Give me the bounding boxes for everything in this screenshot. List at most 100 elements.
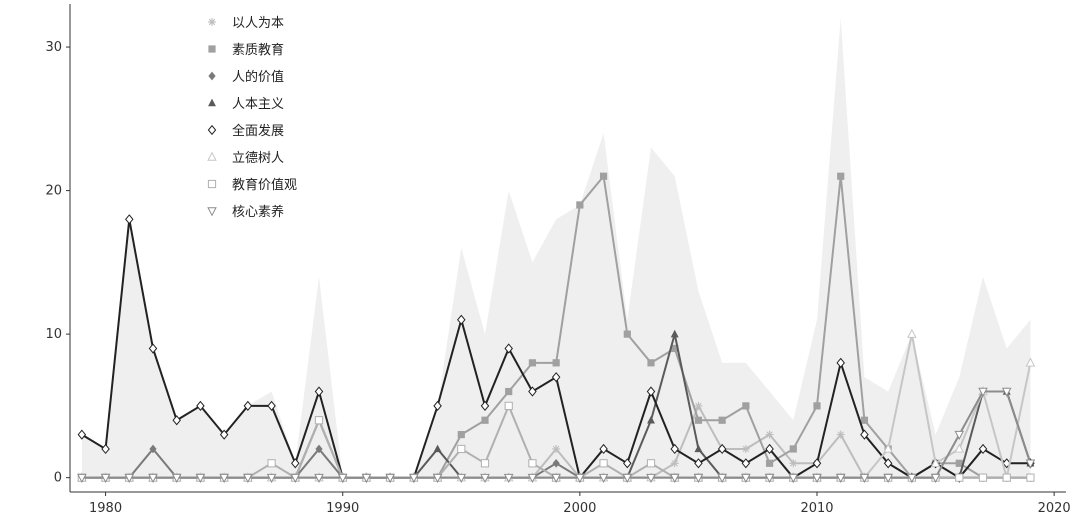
x-tick-label: 1980 (89, 501, 122, 516)
data-point-8-2012 (859, 473, 870, 484)
data-point-5-1980 (101, 443, 110, 455)
data-point-8-2017 (978, 387, 988, 397)
legend-item-6: 立德树人 (207, 151, 284, 166)
data-point-2-2005 (694, 416, 703, 424)
data-point-5-1987 (267, 400, 276, 411)
data-point-8-1998 (527, 473, 538, 484)
data-point-8-2001 (598, 473, 609, 484)
data-point-8-2005 (693, 473, 704, 484)
data-point-5-1985 (219, 429, 229, 440)
data-point-2-2007 (742, 402, 750, 410)
data-point-1-2009 (789, 459, 798, 468)
y-tick-label: 20 (45, 184, 62, 199)
legend-label-5: 全面发展 (232, 123, 284, 139)
data-point-2-1996 (481, 416, 489, 424)
legend-label-8: 核心素养 (232, 204, 284, 220)
data-point-7-1989 (314, 416, 324, 425)
legend-item-5: 全面发展 (207, 123, 284, 139)
data-point-7-2019 (1026, 473, 1035, 482)
data-point-5-2007 (741, 458, 751, 469)
x-tick-label: 2010 (800, 501, 833, 516)
data-point-8-1993 (409, 473, 419, 484)
data-point-2-2008 (765, 459, 774, 467)
data-point-2-2000 (576, 201, 584, 209)
data-point-5-2001 (599, 443, 608, 455)
data-point-4-2005 (694, 444, 703, 453)
data-point-8-1980 (100, 473, 111, 484)
data-point-7-1995 (457, 444, 466, 454)
y-tick-label: 0 (54, 471, 62, 486)
data-point-5-2013 (883, 458, 893, 469)
data-point-5-1994 (433, 400, 442, 411)
legend-marker-5 (207, 124, 217, 136)
data-point-5-1996 (480, 400, 490, 411)
y-tick-label: 10 (45, 327, 62, 342)
legend-item-4: 人本主义 (208, 97, 284, 112)
legend-item-8: 核心素养 (207, 204, 284, 220)
legend-label-2: 素质教育 (232, 42, 284, 58)
data-point-5-2012 (860, 429, 869, 440)
data-point-8-2010 (812, 473, 822, 484)
data-point-2-2003 (647, 359, 655, 367)
data-point-8-2004 (669, 473, 680, 484)
data-point-8-2013 (883, 473, 893, 484)
data-point-8-1979 (77, 473, 87, 484)
data-point-7-2017 (978, 473, 988, 482)
data-point-5-2003 (646, 386, 656, 397)
data-point-5-1997 (504, 343, 513, 354)
data-point-5-1986 (243, 400, 253, 411)
data-point-2-2016 (955, 459, 963, 467)
data-point-8-1995 (456, 473, 467, 484)
data-point-5-1984 (196, 400, 205, 411)
data-point-8-1996 (480, 473, 490, 484)
data-point-3-1982 (149, 444, 157, 454)
legend-item-3: 人的价值 (208, 69, 284, 85)
data-point-8-1992 (385, 473, 395, 484)
legend-marker-3 (208, 71, 216, 81)
data-point-5-2008 (765, 443, 774, 455)
data-point-5-2006 (717, 443, 727, 455)
data-point-1-2004 (670, 459, 679, 468)
data-point-2-1998 (528, 359, 537, 367)
data-point-6-2019 (1025, 357, 1036, 367)
data-point-7-1997 (504, 401, 513, 410)
data-point-8-1982 (148, 473, 158, 484)
data-point-8-1985 (219, 473, 229, 484)
data-point-7-2018 (1002, 473, 1011, 482)
data-point-7-2001 (599, 459, 608, 468)
data-point-2-2004 (671, 344, 679, 353)
data-point-2-1997 (505, 387, 513, 396)
data-point-1-2007 (741, 444, 750, 453)
data-point-3-1999 (552, 458, 560, 468)
data-point-5-1999 (551, 372, 561, 383)
data-point-8-2006 (717, 473, 727, 484)
data-point-1-2008 (765, 430, 774, 439)
data-point-1-2011 (836, 430, 845, 439)
legend-item-7: 教育价值观 (207, 177, 297, 193)
data-point-5-2004 (670, 443, 679, 455)
data-point-8-1999 (551, 473, 561, 484)
data-point-1-2005 (694, 401, 703, 410)
data-point-8-1986 (243, 473, 253, 484)
data-point-4-2003 (647, 415, 655, 424)
data-point-8-1988 (290, 473, 301, 484)
x-tick-label: 2020 (1038, 501, 1071, 516)
data-point-8-2018 (1001, 387, 1012, 397)
data-point-8-1994 (432, 473, 443, 484)
data-point-8-1997 (503, 473, 514, 484)
series-8 (77, 387, 1036, 484)
data-point-6-2014 (907, 328, 917, 338)
data-point-8-1983 (171, 473, 182, 484)
data-point-5-1989 (314, 386, 324, 397)
data-point-2-2012 (860, 416, 869, 424)
data-point-8-2019 (1025, 459, 1036, 469)
legend-marker-4 (208, 98, 216, 107)
data-point-8-2008 (764, 473, 775, 484)
data-point-8-2015 (930, 473, 941, 484)
data-point-5-1982 (148, 343, 158, 354)
data-point-2-2010 (813, 402, 821, 410)
data-point-8-1987 (266, 473, 277, 484)
data-point-2-2001 (599, 172, 608, 180)
legend-marker-7 (207, 179, 217, 189)
